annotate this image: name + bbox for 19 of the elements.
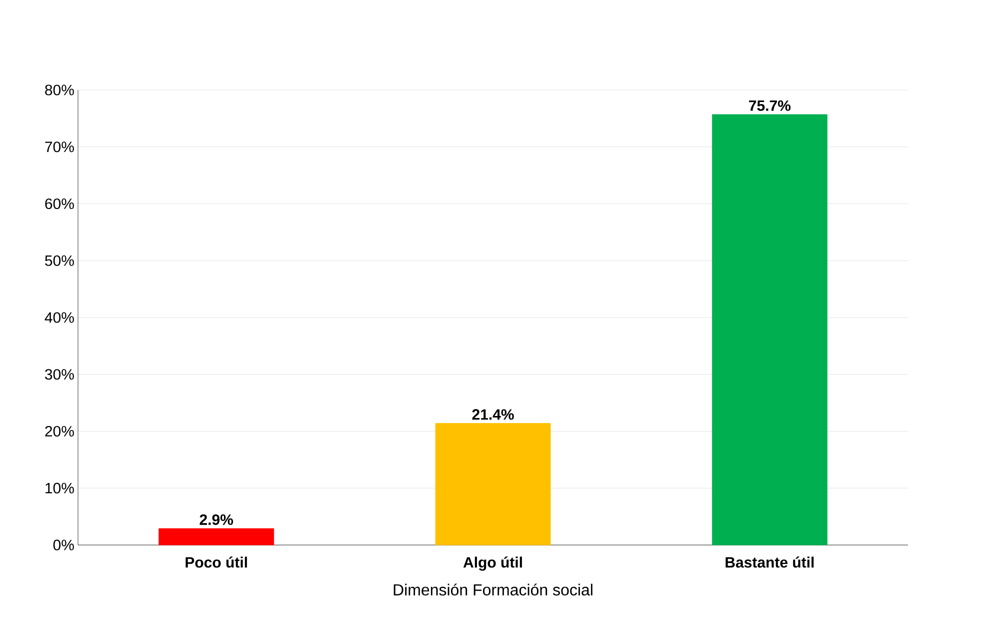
y-tick-label: 40% — [44, 312, 74, 323]
y-tick-label: 10% — [46, 482, 74, 494]
y-tick-label: 80% — [45, 84, 74, 96]
y-tick-label: 30% — [45, 369, 74, 380]
x-tick-label: Algo útil — [463, 556, 522, 571]
data-label: 2.9% — [200, 514, 234, 525]
x-tick-label: Bastante útil — [726, 556, 814, 568]
y-tick-label: 70% — [45, 142, 74, 152]
data-label: 75.7% — [749, 100, 791, 111]
x-axis-title: Dimensión Formación social — [394, 584, 592, 596]
bar — [435, 423, 551, 546]
bar — [158, 528, 274, 546]
bar — [712, 114, 828, 546]
data-label: 21.4% — [472, 409, 514, 420]
y-tick-label: 50% — [45, 255, 74, 266]
y-tick-label: 0% — [53, 540, 74, 550]
y-tick-label: 20% — [45, 426, 74, 437]
x-tick-label: Poco útil — [186, 556, 247, 568]
y-tick-label: 60% — [45, 198, 74, 210]
